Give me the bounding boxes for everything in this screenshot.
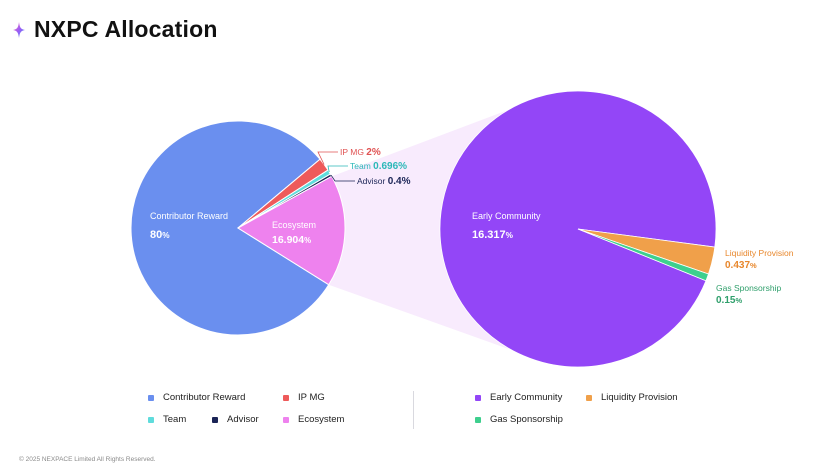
pie-slice-contributor-reward <box>130 120 330 336</box>
legend-swatch <box>148 394 154 401</box>
legend-label: Ecosystem <box>298 414 345 425</box>
legend-swatch <box>148 416 154 423</box>
slice-value-contributor-reward: 80% <box>150 229 170 241</box>
callout-label-ip-mg: IP MG 2% <box>340 147 381 158</box>
legend-label: Liquidity Provision <box>601 392 678 403</box>
legend-label: Early Community <box>490 392 563 403</box>
pie-slice-gas-sponsorship <box>577 228 709 282</box>
page-header: NXPC Allocation <box>12 16 218 43</box>
slice-value-gas-sponsorship: 0.15% <box>716 295 742 306</box>
legend-label: IP MG <box>298 392 325 403</box>
callout-label-team: Team 0.696% <box>350 161 407 172</box>
callout-line-advisor <box>330 174 355 182</box>
legend-item-advisor: Advisor <box>212 414 259 425</box>
legend-item-ip-mg: IP MG <box>283 392 325 403</box>
callout-line-team <box>327 165 348 173</box>
legend-item-team: Team <box>148 414 186 425</box>
legend-swatch <box>475 416 481 423</box>
legend-divider <box>413 391 414 429</box>
callout-line-ip-mg <box>317 151 338 165</box>
page-title: NXPC Allocation <box>34 16 218 42</box>
legend-swatch <box>212 416 218 423</box>
pie-slice-ecosystem <box>237 175 346 286</box>
legend-item-ecosystem: Ecosystem <box>283 414 344 425</box>
legend-label: Gas Sponsorship <box>490 414 563 425</box>
legend-label: Team <box>163 414 187 425</box>
legend-item-liquidity-provision: Liquidity Provision <box>586 392 678 403</box>
legend-swatch <box>283 394 289 401</box>
slice-label-liquidity-provision: Liquidity Provision <box>725 248 794 258</box>
legend-item-early-community: Early Community <box>475 392 562 403</box>
slice-label-contributor-reward: Contributor Reward <box>150 211 228 221</box>
legend-swatch <box>475 394 481 401</box>
legend-swatch <box>283 416 289 423</box>
slice-value-early-community: 16.317% <box>472 229 514 241</box>
legend-label: Contributor Reward <box>163 392 246 403</box>
slice-label-ecosystem: Ecosystem <box>272 220 316 230</box>
slice-label-gas-sponsorship: Gas Sponsorship <box>716 283 781 293</box>
legend-label: Advisor <box>227 414 259 425</box>
slice-value-ecosystem: 16.904% <box>272 234 311 246</box>
slice-label-early-community: Early Community <box>472 211 541 221</box>
footer-copyright: © 2025 NEXPACE Limited All Rights Reserv… <box>19 456 156 463</box>
slice-value-liquidity-provision: 0.437% <box>725 260 757 271</box>
legend-swatch <box>586 394 592 401</box>
legend-item-gas-sponsorship: Gas Sponsorship <box>475 414 563 425</box>
callout-label-advisor: Advisor 0.4% <box>357 176 411 187</box>
legend-item-contributor-reward: Contributor Reward <box>148 392 245 403</box>
sparkle-icon <box>13 21 25 38</box>
